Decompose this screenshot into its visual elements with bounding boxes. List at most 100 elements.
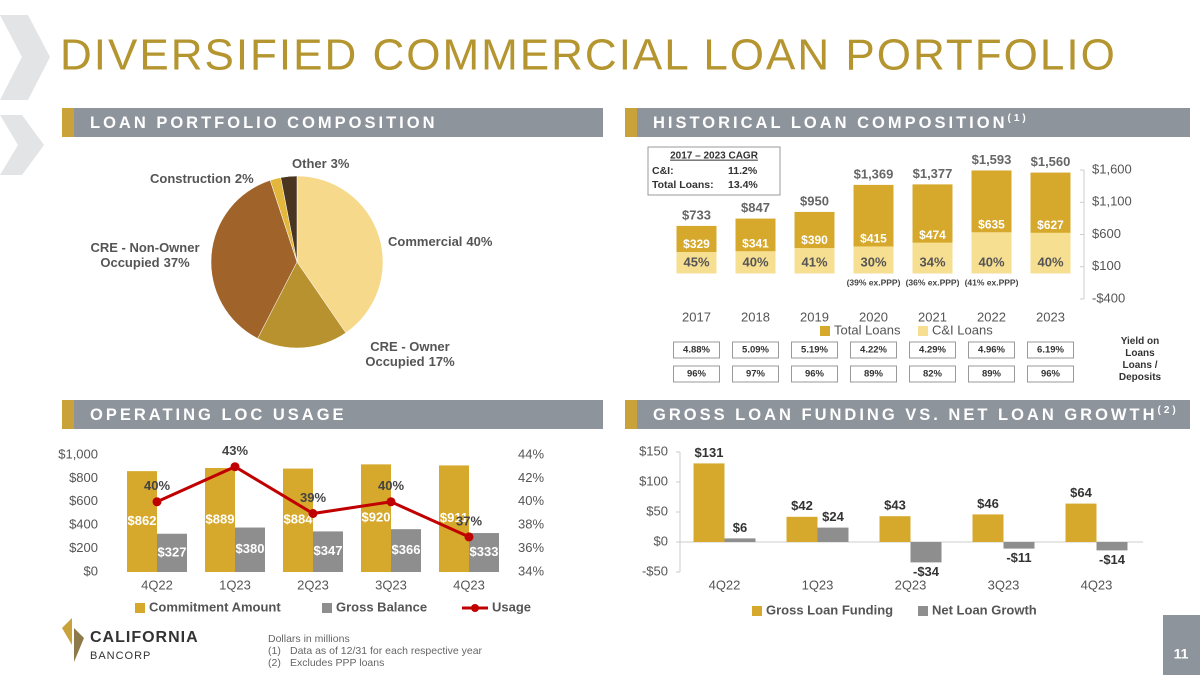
- legend-label: Commitment Amount: [149, 599, 281, 614]
- x-tick-label: 1Q23: [219, 577, 251, 592]
- table-value: 96%: [1041, 369, 1061, 380]
- x-tick-label: 2022: [977, 309, 1006, 324]
- data-label: $884: [284, 512, 314, 527]
- table-row-label: Yield on Loans: [1120, 336, 1160, 359]
- x-tick-label: 3Q23: [988, 577, 1020, 592]
- section-header-accent: [62, 400, 74, 429]
- share-note: (41% ex.PPP): [965, 277, 1019, 287]
- share-label: 34%: [919, 255, 945, 270]
- data-label: $366: [392, 542, 421, 557]
- section-title-text: GROSS LOAN FUNDING VS. NET LOAN GROWTH: [653, 406, 1158, 424]
- bar: [724, 538, 756, 542]
- data-label: $43: [884, 498, 906, 513]
- bar: [205, 467, 235, 572]
- data-label: $131: [695, 445, 724, 460]
- bar: [693, 463, 725, 542]
- legend-label: C&I Loans: [932, 322, 993, 337]
- x-tick-label: 3Q23: [375, 577, 407, 592]
- table-cell: [909, 365, 956, 383]
- legend-swatch: [820, 326, 830, 336]
- bar: [879, 516, 911, 542]
- x-tick-label: 2017: [682, 309, 711, 324]
- bar: [157, 533, 187, 572]
- bar: [283, 468, 313, 572]
- usage-marker: [464, 532, 474, 542]
- bar: [817, 527, 849, 542]
- y-tick-label: $600: [1092, 226, 1121, 241]
- section-title: LOAN PORTFOLIO COMPOSITION: [90, 114, 438, 132]
- section-header-bar: [62, 108, 603, 137]
- share-label: 40%: [1037, 255, 1063, 270]
- data-label: $1,369: [854, 166, 894, 181]
- bar: [972, 514, 1004, 542]
- slide-title: DIVERSIFIED COMMERCIAL LOAN PORTFOLIO: [60, 31, 1117, 80]
- data-label: $64: [1070, 485, 1092, 500]
- pie-value-label: 37%: [163, 255, 190, 270]
- y2-tick-label: 42%: [518, 470, 544, 485]
- pie-label: CRE - Non-Owner Occupied 37%: [85, 240, 205, 270]
- x-tick-label: 4Q23: [1081, 577, 1113, 592]
- y-tick-label: -$400: [1092, 290, 1125, 305]
- table-value: 97%: [746, 369, 766, 380]
- section-header-accent: [625, 108, 637, 137]
- y-tick-label: $0: [84, 563, 98, 578]
- y2-tick-label: 44%: [518, 446, 544, 461]
- data-label: 40%: [144, 478, 170, 493]
- bar: [313, 531, 343, 572]
- data-label: $627: [1037, 218, 1064, 232]
- share-label: 40%: [978, 255, 1004, 270]
- y-tick-label: $100: [639, 473, 668, 488]
- pie-label: Construction 2%: [150, 171, 280, 186]
- data-label: 43%: [222, 443, 248, 458]
- table-value: 4.88%: [683, 345, 710, 356]
- data-label: $341: [742, 236, 769, 250]
- legend-label: Usage: [492, 599, 531, 614]
- table-value: 6.19%: [1037, 345, 1064, 356]
- y2-tick-label: 36%: [518, 540, 544, 555]
- bar: [1065, 503, 1097, 542]
- section-title: GROSS LOAN FUNDING VS. NET LOAN GROWTH(2…: [653, 405, 1179, 425]
- table-value: 4.96%: [978, 345, 1005, 356]
- y-tick-label: $1,000: [58, 446, 98, 461]
- table-cell: [1027, 365, 1074, 383]
- cagr-title: 2017 – 2023 CAGR: [670, 151, 759, 162]
- data-label: $347: [314, 543, 343, 558]
- data-label: $950: [800, 193, 829, 208]
- data-label: $329: [683, 237, 710, 251]
- data-label: $733: [682, 207, 711, 222]
- data-label: $390: [801, 233, 828, 247]
- share-note: (39% ex.PPP): [847, 277, 901, 287]
- table-cell: [1027, 341, 1074, 359]
- table-value: 89%: [982, 369, 1002, 380]
- table-cell: [909, 341, 956, 359]
- pie-value-label: 40%: [466, 234, 493, 249]
- table-cell: [673, 341, 720, 359]
- table-cell: [732, 365, 779, 383]
- data-label: $46: [977, 496, 999, 511]
- page-number: 11: [1174, 646, 1189, 662]
- legend-label: Net Loan Growth: [932, 602, 1037, 617]
- y-tick-label: $50: [646, 503, 668, 518]
- bar: [794, 248, 835, 274]
- cagr-box: [647, 146, 781, 196]
- section-title-text: OPERATING LOC USAGE: [90, 406, 347, 424]
- data-label: -$34: [913, 564, 940, 579]
- chevron: [0, 15, 50, 100]
- pie-slice: [210, 179, 298, 339]
- bar: [786, 516, 818, 542]
- usage-marker: [230, 462, 240, 472]
- y-tick-label: $200: [69, 540, 98, 555]
- data-label: $24: [822, 509, 844, 524]
- section-title-note: (2): [1158, 405, 1179, 416]
- data-label: $847: [741, 200, 770, 215]
- x-tick-label: 1Q23: [802, 577, 834, 592]
- footnote: Dollars in millions: [268, 633, 350, 645]
- data-label: $6: [733, 520, 747, 535]
- bar: [469, 533, 499, 572]
- data-label: $415: [860, 232, 887, 246]
- y2-tick-label: 38%: [518, 517, 544, 532]
- share-label: 40%: [742, 255, 768, 270]
- table-cell: [850, 365, 897, 383]
- y-tick-label: $1,600: [1092, 161, 1132, 176]
